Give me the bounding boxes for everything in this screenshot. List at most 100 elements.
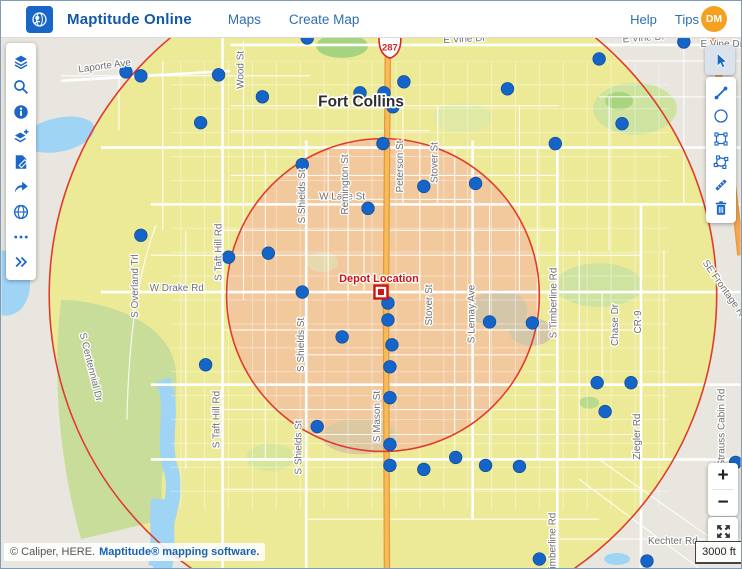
link-tips[interactable]: Tips — [674, 11, 699, 27]
location-dot[interactable] — [478, 458, 493, 473]
location-dots-layer — [119, 37, 741, 568]
street-label: Chase Dr — [610, 303, 621, 346]
location-dot[interactable] — [624, 376, 638, 390]
location-dot[interactable] — [193, 116, 208, 130]
draw-toolbar — [706, 77, 736, 223]
radius-ring-outer — [48, 37, 718, 568]
main-nav: Maps Create Map — [228, 12, 360, 27]
location-dot[interactable] — [482, 315, 497, 329]
top-bar: Maptitude Online Maps Create Map Help Tips… — [1, 1, 741, 38]
search-icon — [14, 79, 29, 94]
location-dot[interactable] — [417, 462, 431, 477]
street-label: Remington St — [340, 154, 351, 215]
location-dot[interactable] — [255, 90, 270, 104]
layers-icon — [14, 55, 28, 69]
web-map-icon — [13, 204, 29, 219]
location-dot[interactable] — [381, 313, 395, 327]
fullscreen-button[interactable] — [708, 517, 738, 545]
link-help[interactable]: Help — [630, 11, 657, 27]
fullscreen-icon — [716, 524, 730, 538]
map-scale: 3000 ft — [695, 541, 741, 564]
draw-circle-button[interactable] — [708, 104, 734, 127]
zoom-out-button[interactable]: − — [717, 492, 729, 513]
draw-rectangle-button[interactable] — [708, 127, 734, 150]
location-dot[interactable] — [417, 179, 431, 194]
location-dot[interactable] — [615, 116, 629, 131]
location-dot[interactable] — [500, 82, 515, 96]
street-label: S Timberline Rd — [547, 513, 558, 568]
location-dot[interactable] — [353, 86, 367, 100]
location-dot[interactable] — [198, 358, 213, 372]
user-avatar[interactable]: DM — [701, 6, 727, 32]
zoom-control: + − — [708, 463, 738, 516]
maptitude-brand-link[interactable]: Maptitude® mapping software. — [99, 546, 260, 558]
web-map-button[interactable] — [8, 199, 34, 224]
street-label: CR-9 — [633, 310, 644, 334]
draw-line-button[interactable] — [708, 81, 734, 104]
location-dot[interactable] — [376, 136, 390, 151]
location-dot[interactable] — [310, 419, 324, 434]
street-label: W Lake St — [319, 191, 365, 202]
street-label: S Lemay Ave — [467, 284, 478, 343]
location-dot[interactable] — [468, 176, 483, 191]
location-dot[interactable] — [532, 552, 547, 566]
location-dot[interactable] — [590, 376, 604, 390]
location-dot[interactable] — [385, 338, 399, 352]
location-dot[interactable] — [383, 360, 397, 374]
select-pointer-icon — [716, 52, 727, 68]
location-dot[interactable] — [119, 65, 133, 79]
add-layer-button[interactable] — [8, 124, 34, 149]
depot-label: Depot Location — [339, 273, 419, 285]
location-dot[interactable] — [383, 390, 397, 405]
street-label: Ziegler Rd — [632, 414, 643, 460]
select-pointer-button[interactable] — [705, 45, 735, 75]
location-dot[interactable] — [211, 68, 226, 82]
measure-button[interactable] — [708, 173, 734, 196]
nav-maps[interactable]: Maps — [227, 11, 261, 27]
location-dot[interactable] — [383, 437, 397, 452]
divider — [712, 489, 734, 490]
location-dot[interactable] — [449, 450, 463, 465]
location-dot[interactable] — [221, 250, 236, 264]
location-dot[interactable] — [512, 459, 527, 474]
draw-polygon-button[interactable] — [708, 150, 734, 173]
copyright-text: © Caliper, HERE. — [10, 546, 96, 558]
location-dot[interactable] — [677, 37, 691, 49]
location-dot[interactable] — [386, 100, 400, 114]
street-label: S Timberline Rd — [548, 268, 559, 339]
location-dot[interactable] — [548, 136, 562, 151]
share-button[interactable] — [8, 174, 34, 199]
delete-button[interactable] — [708, 196, 734, 219]
street-label: Peterson St — [395, 140, 406, 192]
location-dot[interactable] — [134, 228, 148, 242]
location-dot[interactable] — [383, 458, 397, 473]
location-dot[interactable] — [525, 316, 540, 330]
location-dot[interactable] — [397, 75, 411, 89]
location-dot[interactable] — [295, 285, 309, 299]
search-button[interactable] — [8, 74, 34, 99]
street-label: Strauss Cabin Rd — [717, 389, 728, 467]
edit-annotation-button[interactable] — [8, 149, 34, 174]
location-dot[interactable] — [377, 86, 391, 100]
nav-create-map[interactable]: Create Map — [288, 11, 360, 27]
info-button[interactable] — [8, 99, 34, 124]
location-dot[interactable] — [134, 69, 148, 83]
zoom-in-button[interactable]: + — [717, 465, 729, 486]
location-dot[interactable] — [361, 201, 375, 216]
street-label: E Vine Dr — [622, 37, 666, 45]
layers-button[interactable] — [8, 49, 34, 74]
location-dot[interactable] — [598, 404, 612, 419]
more-options-icon — [14, 235, 28, 238]
depot-marker-layer: Depot Location 287 — [338, 37, 420, 300]
street-label: S Shields St — [296, 317, 307, 371]
location-dot[interactable] — [592, 52, 606, 66]
location-dot[interactable] — [261, 246, 276, 260]
location-dot[interactable] — [335, 330, 349, 344]
location-dot[interactable] — [640, 554, 654, 568]
expand-toolbar-button[interactable] — [8, 249, 34, 274]
location-dot[interactable] — [295, 157, 309, 172]
more-options-button[interactable] — [8, 224, 34, 249]
map-canvas[interactable]: E Vine DrE Vine DrE Vine DrLaporte AveWo… — [1, 37, 741, 568]
street-label: S Overland Trl — [130, 254, 141, 318]
